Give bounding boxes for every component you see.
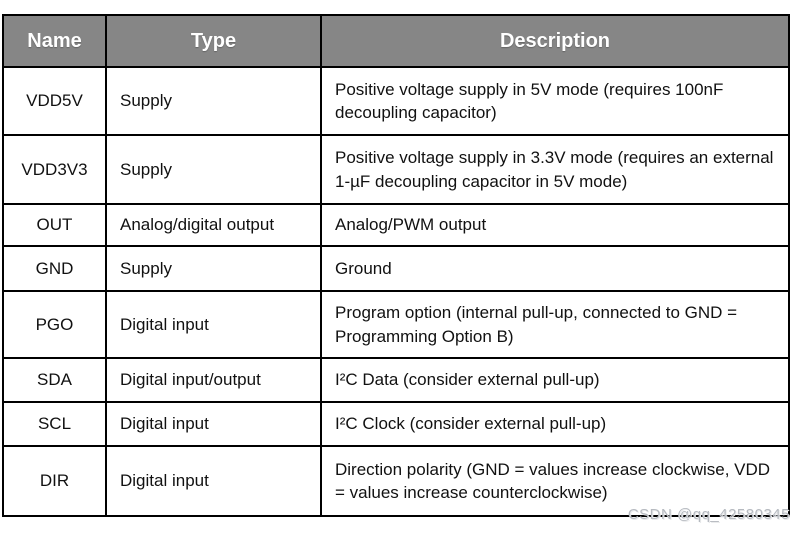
pin-name: GND	[2, 245, 107, 292]
pin-name: PGO	[2, 290, 107, 359]
pin-description: Positive voltage supply in 5V mode (requ…	[320, 66, 790, 136]
pin-name: VDD5V	[2, 66, 107, 136]
pin-description: Ground	[320, 245, 790, 292]
csdn-watermark: CSDN @qq_42580345	[627, 506, 790, 523]
pin-description-table: Name Type Description VDD5V Supply Posit…	[2, 14, 790, 517]
table-row: GND Supply Ground	[2, 245, 790, 292]
pin-type: Digital input	[105, 401, 322, 447]
pin-description: Program option (internal pull-up, connec…	[320, 290, 790, 359]
table-row: PGO Digital input Program option (intern…	[2, 290, 790, 359]
pin-description: I²C Clock (consider external pull-up)	[320, 401, 790, 447]
pin-type: Analog/digital output	[105, 203, 322, 247]
pin-name: SCL	[2, 401, 107, 447]
pin-name: OUT	[2, 203, 107, 247]
pin-type: Digital input/output	[105, 357, 322, 403]
pin-name: DIR	[2, 445, 107, 517]
pin-type: Supply	[105, 245, 322, 292]
pin-type: Supply	[105, 66, 322, 136]
table-row: VDD3V3 Supply Positive voltage supply in…	[2, 134, 790, 205]
table-row: OUT Analog/digital output Analog/PWM out…	[2, 203, 790, 247]
pin-name: VDD3V3	[2, 134, 107, 205]
table-row: SCL Digital input I²C Clock (consider ex…	[2, 401, 790, 447]
pin-description: Direction polarity (GND = values increas…	[320, 445, 790, 517]
header-row: Name Type Description	[2, 14, 790, 68]
table-row: SDA Digital input/output I²C Data (consi…	[2, 357, 790, 403]
pin-description: Analog/PWM output	[320, 203, 790, 247]
pin-description: I²C Data (consider external pull-up)	[320, 357, 790, 403]
pin-name: SDA	[2, 357, 107, 403]
pin-type: Digital input	[105, 445, 322, 517]
header-description: Description	[320, 14, 790, 68]
pin-description: Positive voltage supply in 3.3V mode (re…	[320, 134, 790, 205]
header-name: Name	[2, 14, 107, 68]
table-row: DIR Digital input Direction polarity (GN…	[2, 445, 790, 517]
pin-type: Supply	[105, 134, 322, 205]
header-type: Type	[105, 14, 322, 68]
table-row: VDD5V Supply Positive voltage supply in …	[2, 66, 790, 136]
pin-type: Digital input	[105, 290, 322, 359]
